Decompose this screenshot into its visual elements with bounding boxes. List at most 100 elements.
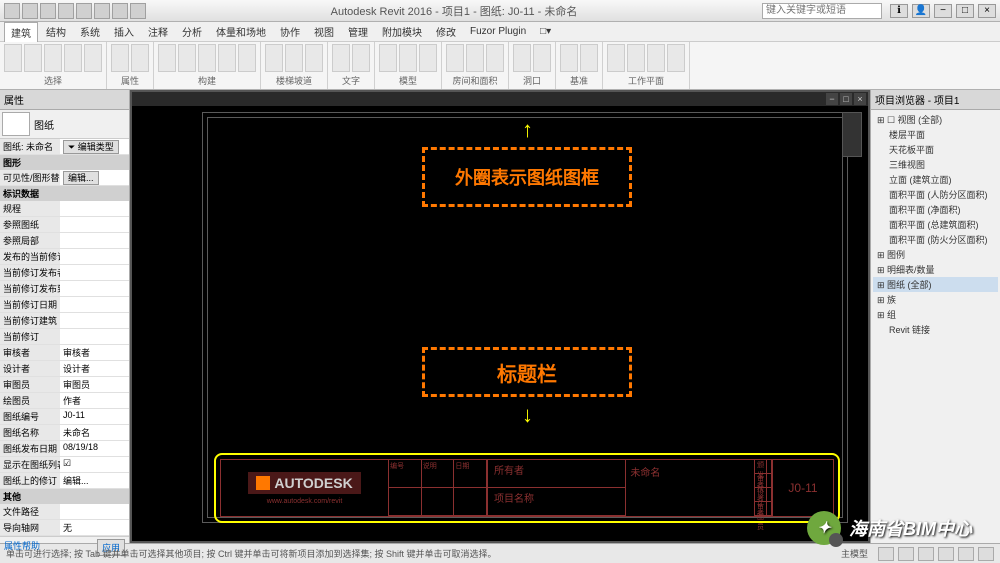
status-icon[interactable]	[898, 547, 914, 561]
ribbon-button[interactable]	[379, 44, 397, 72]
ribbon-button[interactable]	[647, 44, 665, 72]
edit-button[interactable]: 编辑...	[63, 171, 99, 185]
ribbon-button[interactable]	[513, 44, 531, 72]
browser-tree[interactable]: ⊞ ☐ 视图 (全部)楼层平面天花板平面三维视图立面 (建筑立面)面积平面 (人…	[871, 110, 1000, 339]
edit-type-button[interactable]: ⏷ 编辑类型	[63, 140, 119, 154]
tree-item[interactable]: 三维视图	[873, 157, 998, 172]
ribbon-button[interactable]	[285, 44, 303, 72]
ribbon-button[interactable]	[84, 44, 102, 72]
type-selector[interactable]: 图纸	[0, 110, 129, 139]
menu-tab[interactable]: 结构	[40, 22, 72, 41]
ribbon-button[interactable]	[4, 44, 22, 72]
tree-item[interactable]: 面积平面 (防火分区面积)	[873, 232, 998, 247]
status-icon[interactable]	[978, 547, 994, 561]
ribbon-button[interactable]	[158, 44, 176, 72]
ribbon-button[interactable]	[198, 44, 216, 72]
tree-item[interactable]: 面积平面 (人防分区面积)	[873, 187, 998, 202]
ribbon-button[interactable]	[178, 44, 196, 72]
ribbon-button[interactable]	[533, 44, 551, 72]
menu-tab[interactable]: 协作	[274, 22, 306, 41]
titleblock-highlight[interactable]: AUTODESK www.autodesk.com/revit 编号说明日期 所…	[214, 453, 840, 523]
ribbon-button[interactable]	[560, 44, 578, 72]
menu-tab[interactable]: 视图	[308, 22, 340, 41]
ribbon-button[interactable]	[580, 44, 598, 72]
status-icon[interactable]	[958, 547, 974, 561]
menu-tail[interactable]: □▾	[534, 24, 557, 39]
prop-value[interactable]	[60, 329, 129, 344]
menu-tab[interactable]: 修改	[430, 22, 462, 41]
prop-value[interactable]: 未命名	[60, 425, 129, 440]
prop-value[interactable]: 设计者	[60, 361, 129, 376]
qat-icon[interactable]	[76, 3, 92, 19]
ribbon-button[interactable]	[131, 44, 149, 72]
ribbon-button[interactable]	[607, 44, 625, 72]
prop-value[interactable]	[60, 281, 129, 296]
qat-icon[interactable]	[58, 3, 74, 19]
prop-value[interactable]	[60, 313, 129, 328]
prop-value[interactable]	[60, 265, 129, 280]
ribbon-button[interactable]	[667, 44, 685, 72]
tree-item[interactable]: ⊞ 明细表/数量	[873, 262, 998, 277]
help-search-input[interactable]	[762, 3, 882, 19]
tree-item[interactable]: 面积平面 (总建筑面积)	[873, 217, 998, 232]
menu-tab[interactable]: Fuzor Plugin	[464, 24, 532, 39]
prop-value[interactable]: 作者	[60, 393, 129, 408]
tree-item[interactable]: Revit 链接	[873, 322, 998, 337]
ribbon-button[interactable]	[486, 44, 504, 72]
ribbon-button[interactable]	[399, 44, 417, 72]
menu-tab[interactable]: 系统	[74, 22, 106, 41]
prop-value[interactable]: 编辑...	[60, 473, 129, 488]
prop-value[interactable]	[60, 217, 129, 232]
prop-value[interactable]: 审核者	[60, 345, 129, 360]
prop-value[interactable]	[60, 201, 129, 216]
tree-item[interactable]: ⊞ ☐ 视图 (全部)	[873, 112, 998, 127]
qat-icon[interactable]	[94, 3, 110, 19]
menu-tab[interactable]: 插入	[108, 22, 140, 41]
ribbon-button[interactable]	[218, 44, 236, 72]
menu-tab[interactable]: 管理	[342, 22, 374, 41]
vp-close-icon[interactable]: ×	[854, 93, 866, 105]
info-icon[interactable]: ℹ	[890, 4, 908, 18]
qat-icon[interactable]	[22, 3, 38, 19]
tree-item[interactable]: 天花板平面	[873, 142, 998, 157]
prop-value[interactable]: 08/19/18	[60, 441, 129, 456]
prop-value[interactable]: ☑	[60, 457, 129, 472]
ribbon-button[interactable]	[305, 44, 323, 72]
tree-item[interactable]: ⊞ 组	[873, 307, 998, 322]
tree-item[interactable]: 立面 (建筑立面)	[873, 172, 998, 187]
ribbon-button[interactable]	[111, 44, 129, 72]
menu-tab[interactable]: 分析	[176, 22, 208, 41]
ribbon-button[interactable]	[466, 44, 484, 72]
maximize-icon[interactable]: □	[956, 4, 974, 18]
tree-item[interactable]: ⊞ 图纸 (全部)	[873, 277, 998, 292]
ribbon-button[interactable]	[64, 44, 82, 72]
status-icon[interactable]	[938, 547, 954, 561]
tree-item[interactable]: ⊞ 族	[873, 292, 998, 307]
menu-tab[interactable]: 附加模块	[376, 22, 428, 41]
vp-minimize-icon[interactable]: −	[826, 93, 838, 105]
drawing-viewport[interactable]: − □ × ↑ 外圈表示图纸图框 标题栏 ↓ AUTODESK www.auto…	[130, 90, 870, 543]
prop-value[interactable]: J0-11	[60, 409, 129, 424]
status-icon[interactable]	[878, 547, 894, 561]
ribbon-button[interactable]	[44, 44, 62, 72]
qat-icon[interactable]	[130, 3, 146, 19]
prop-value[interactable]	[60, 249, 129, 264]
user-icon[interactable]: 👤	[912, 4, 930, 18]
ribbon-button[interactable]	[24, 44, 42, 72]
prop-value[interactable]	[60, 504, 129, 519]
ribbon-button[interactable]	[352, 44, 370, 72]
tree-item[interactable]: 楼层平面	[873, 127, 998, 142]
ribbon-button[interactable]	[332, 44, 350, 72]
minimize-icon[interactable]: −	[934, 4, 952, 18]
tree-item[interactable]: ⊞ 图例	[873, 247, 998, 262]
prop-value[interactable]: 无	[60, 520, 129, 535]
prop-value[interactable]: 审图员	[60, 377, 129, 392]
qat-icon[interactable]	[40, 3, 56, 19]
qat-icon[interactable]	[4, 3, 20, 19]
ribbon-button[interactable]	[265, 44, 283, 72]
ribbon-button[interactable]	[627, 44, 645, 72]
ribbon-button[interactable]	[419, 44, 437, 72]
ribbon-button[interactable]	[446, 44, 464, 72]
qat-icon[interactable]	[112, 3, 128, 19]
status-icon[interactable]	[918, 547, 934, 561]
